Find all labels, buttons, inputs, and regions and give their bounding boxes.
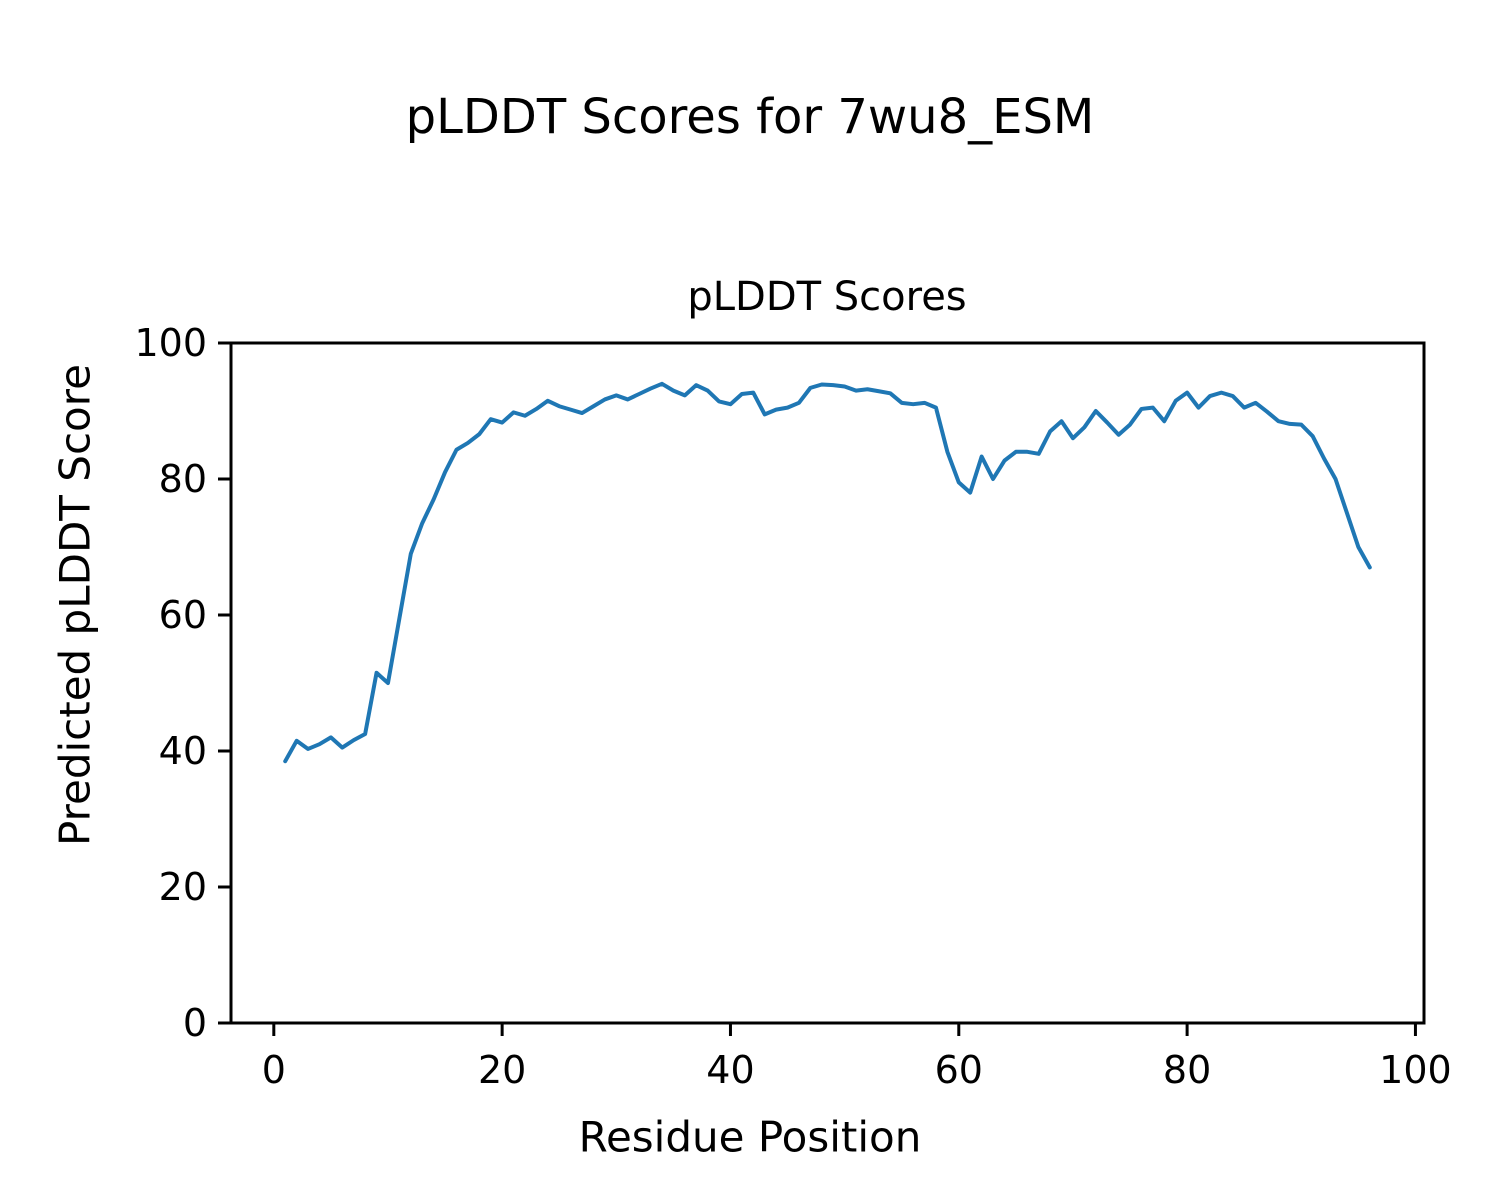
y-tick-label: 60 — [159, 593, 207, 637]
x-tick-label: 20 — [478, 1048, 526, 1092]
x-axis-label: Residue Position — [578, 1112, 922, 1162]
y-tick-label: 100 — [134, 321, 207, 365]
axes-frame — [229, 341, 1426, 1025]
y-tick-label: 80 — [159, 457, 207, 501]
x-tick-label: 60 — [935, 1048, 983, 1092]
x-tick-label: 100 — [1379, 1048, 1452, 1092]
y-tick-label: 20 — [159, 865, 207, 909]
figure-title: pLDDT Scores for 7wu8_ESM — [405, 89, 1095, 145]
y-tick-label: 0 — [183, 1001, 207, 1045]
x-tick-label: 0 — [262, 1048, 286, 1092]
x-tick-label: 40 — [706, 1048, 754, 1092]
axes-title: pLDDT Scores — [687, 274, 967, 320]
x-tick-label: 80 — [1163, 1048, 1211, 1092]
y-tick-label: 40 — [159, 729, 207, 773]
plddt-line — [283, 381, 1372, 764]
